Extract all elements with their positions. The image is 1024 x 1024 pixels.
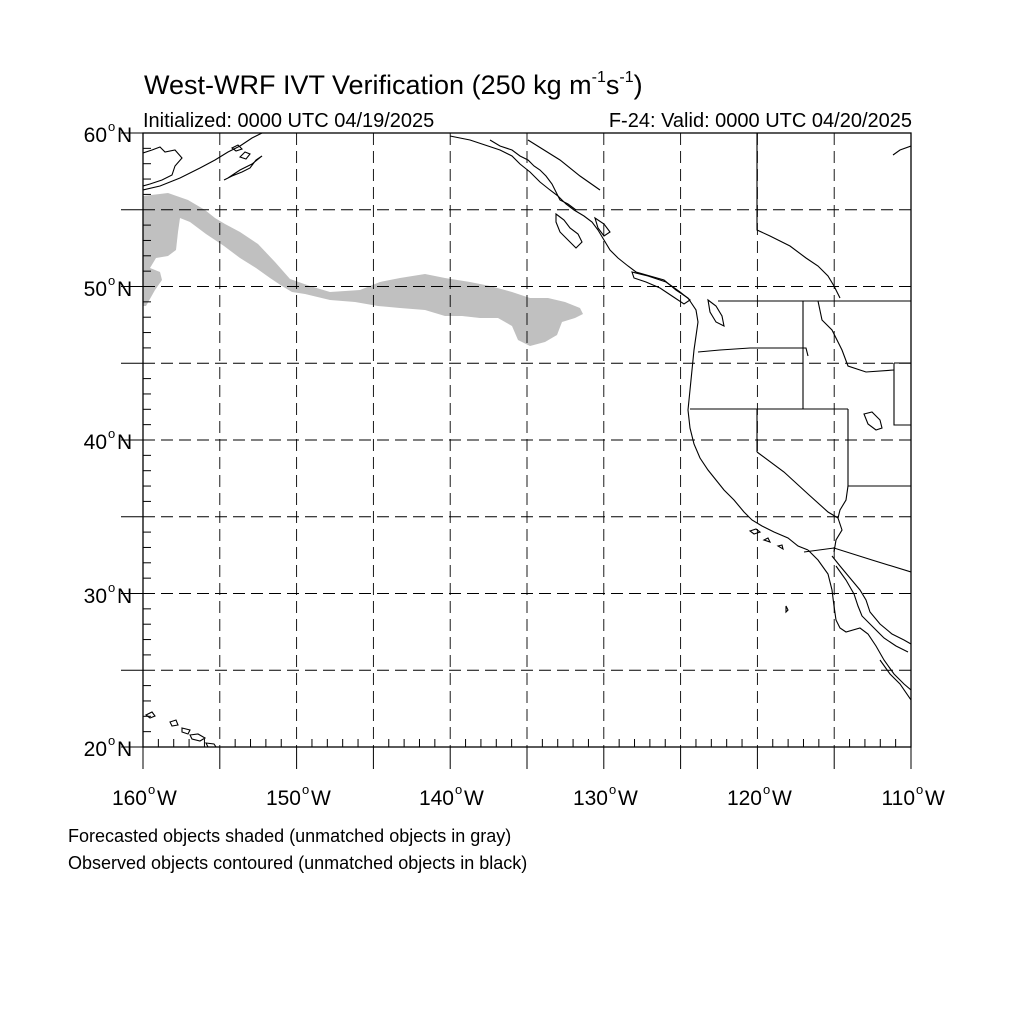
degree-symbol: o — [455, 782, 462, 797]
degree-symbol: o — [108, 119, 115, 134]
lat-label-50: 50 — [84, 278, 107, 301]
degree-symbol: o — [302, 782, 309, 797]
forecast-ivt-object — [143, 193, 583, 346]
caption-forecast: Forecasted objects shaded (unmatched obj… — [68, 826, 512, 846]
lat-label-40: 40 — [84, 431, 107, 454]
lat-suffix: N — [117, 278, 132, 301]
longitude-labels: 160 o W 150 o W 140 o W 130 o W 120 o W … — [112, 782, 945, 810]
plot-title: West-WRF IVT Verification (250 kg m-1s-1… — [144, 69, 643, 101]
initialized-time: Initialized: 0000 UTC 04/19/2025 — [143, 110, 435, 132]
valid-time: F-24: Valid: 0000 UTC 04/20/2025 — [608, 110, 912, 132]
lat-suffix: N — [117, 738, 132, 761]
degree-symbol: o — [916, 782, 923, 797]
degree-symbol: o — [108, 580, 115, 595]
lon-suffix: W — [464, 787, 484, 810]
degree-symbol: o — [108, 426, 115, 441]
caption-observed: Observed objects contoured (unmatched ob… — [68, 853, 528, 873]
lon-suffix: W — [925, 787, 945, 810]
lon-label-120: 120 — [727, 787, 762, 810]
lat-label-30: 30 — [84, 585, 107, 608]
degree-symbol: o — [609, 782, 616, 797]
degree-symbol: o — [763, 782, 770, 797]
graticule — [143, 133, 911, 747]
lon-label-150: 150 — [266, 787, 301, 810]
lon-suffix: W — [618, 787, 638, 810]
lat-suffix: N — [117, 585, 132, 608]
lon-label-110: 110 — [882, 787, 915, 810]
lat-label-60: 60 — [84, 124, 107, 147]
lon-suffix: W — [157, 787, 177, 810]
lon-label-130: 130 — [573, 787, 608, 810]
degree-symbol: o — [108, 733, 115, 748]
lon-label-160: 160 — [112, 787, 147, 810]
axis-ticks — [121, 132, 912, 769]
lon-label-140: 140 — [419, 787, 454, 810]
degree-symbol: o — [148, 782, 155, 797]
lat-label-20: 20 — [84, 738, 107, 761]
coastlines — [143, 133, 911, 747]
lat-suffix: N — [117, 431, 132, 454]
lon-suffix: W — [772, 787, 792, 810]
degree-symbol: o — [108, 273, 115, 288]
lat-suffix: N — [117, 124, 132, 147]
lon-suffix: W — [311, 787, 331, 810]
latitude-labels: 60 50 40 30 20 o N o N o N o N o N — [84, 119, 133, 761]
